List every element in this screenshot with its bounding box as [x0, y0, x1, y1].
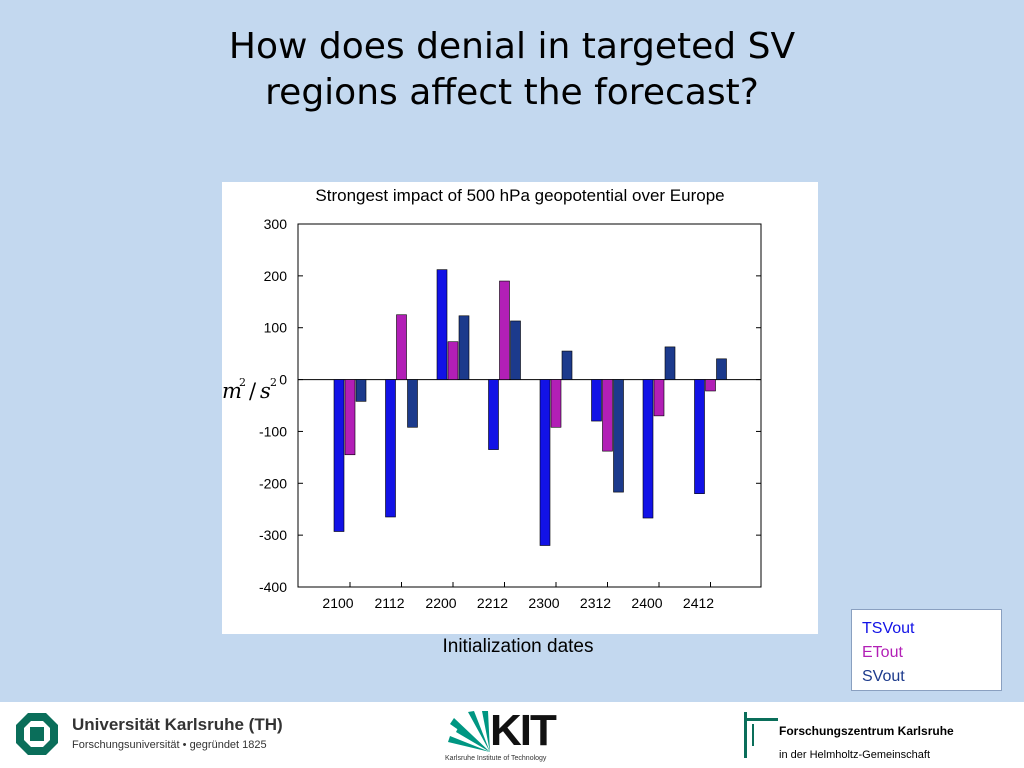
y-tick-label: -400: [259, 579, 287, 595]
bar-svout-2212: [510, 320, 521, 380]
y-tick-label: 200: [264, 268, 288, 284]
bar-tsvout-2200: [436, 269, 448, 380]
x-tick-label: 2200: [425, 595, 456, 611]
y-tick-label: -300: [259, 527, 287, 543]
slide-title-line1: How does denial in targeted SV: [228, 26, 796, 67]
bar-svout-2400: [664, 346, 676, 380]
bar-svout-2412: [716, 358, 727, 380]
legend: TSVout ETout SVout: [851, 609, 1002, 691]
bar-svout-2100: [355, 379, 367, 402]
svg-text:/: /: [249, 379, 257, 403]
svg-text:2: 2: [239, 376, 246, 389]
legend-item-svout: SVout: [862, 668, 905, 685]
university-logo-icon: [16, 713, 58, 755]
y-tick-label: -200: [259, 475, 287, 491]
svg-text:s: s: [260, 379, 271, 403]
bar-svout-2112: [407, 379, 418, 428]
y-tick-label: 100: [264, 320, 288, 336]
y-axis-unit-label: m 2 / s 2: [222, 376, 277, 403]
bar-etout-2212: [499, 280, 510, 380]
university-tagline: Forschungsuniversität • gegründet 1825: [72, 739, 267, 751]
bar-svout-2300: [561, 350, 573, 380]
kit-logo-icon: [448, 711, 490, 752]
slide-title-line2: regions affect the forecast?: [265, 72, 759, 113]
x-tick-label: 2300: [528, 595, 559, 611]
x-axis-label: Initialization dates: [442, 636, 594, 657]
fzk-logo-icon: [744, 712, 778, 758]
bar-tsvout-2312: [591, 379, 602, 422]
plot-frame: [297, 223, 762, 588]
bar-etout-2312: [602, 379, 613, 452]
bar-etout-2100: [344, 379, 356, 456]
bar-tsvout-2100: [333, 379, 345, 532]
kit-logo-text: KIT: [490, 706, 557, 755]
bar-svout-2312: [613, 379, 624, 493]
svg-text:2: 2: [270, 376, 277, 389]
kit-subtitle: Karlsruhe Institute of Technology: [445, 755, 547, 762]
bar-tsvout-2212: [488, 379, 499, 450]
bar-tsvout-2412: [694, 379, 705, 494]
fzk-name: Forschungszentrum Karlsruhe: [779, 724, 954, 738]
fzk-subtitle: in der Helmholtz-Gemeinschaft: [779, 749, 931, 761]
bar-tsvout-2300: [539, 379, 551, 546]
bar-etout-2200: [447, 341, 459, 380]
y-tick-label: 300: [264, 216, 288, 232]
x-tick-label: 2212: [477, 595, 508, 611]
chart-title: Strongest impact of 500 hPa geopotential…: [315, 186, 725, 205]
svg-text:m: m: [222, 379, 242, 403]
x-tick-label: 2412: [683, 595, 714, 611]
x-tick-label: 2400: [631, 595, 662, 611]
x-tick-label: 2312: [580, 595, 611, 611]
footer: Universität Karlsruhe (TH) Forschungsuni…: [0, 702, 1024, 768]
legend-item-etout: ETout: [862, 644, 903, 661]
bar-etout-2300: [550, 379, 562, 428]
bar-etout-2112: [396, 314, 407, 380]
y-tick-label: 0: [279, 372, 287, 388]
bar-etout-2400: [653, 379, 665, 417]
bar-svout-2200: [458, 315, 470, 380]
bar-tsvout-2400: [642, 379, 654, 519]
bar-tsvout-2112: [385, 379, 396, 518]
legend-item-tsvout: TSVout: [862, 620, 915, 637]
slide-title: How does denial in targeted SV regions a…: [0, 24, 1024, 116]
x-tick-label: 2100: [322, 595, 353, 611]
chart-panel: [222, 182, 818, 634]
university-name: Universität Karlsruhe (TH): [72, 715, 283, 734]
y-tick-label: -100: [259, 423, 287, 439]
x-tick-label: 2112: [374, 595, 404, 611]
bar-etout-2412: [705, 379, 716, 392]
